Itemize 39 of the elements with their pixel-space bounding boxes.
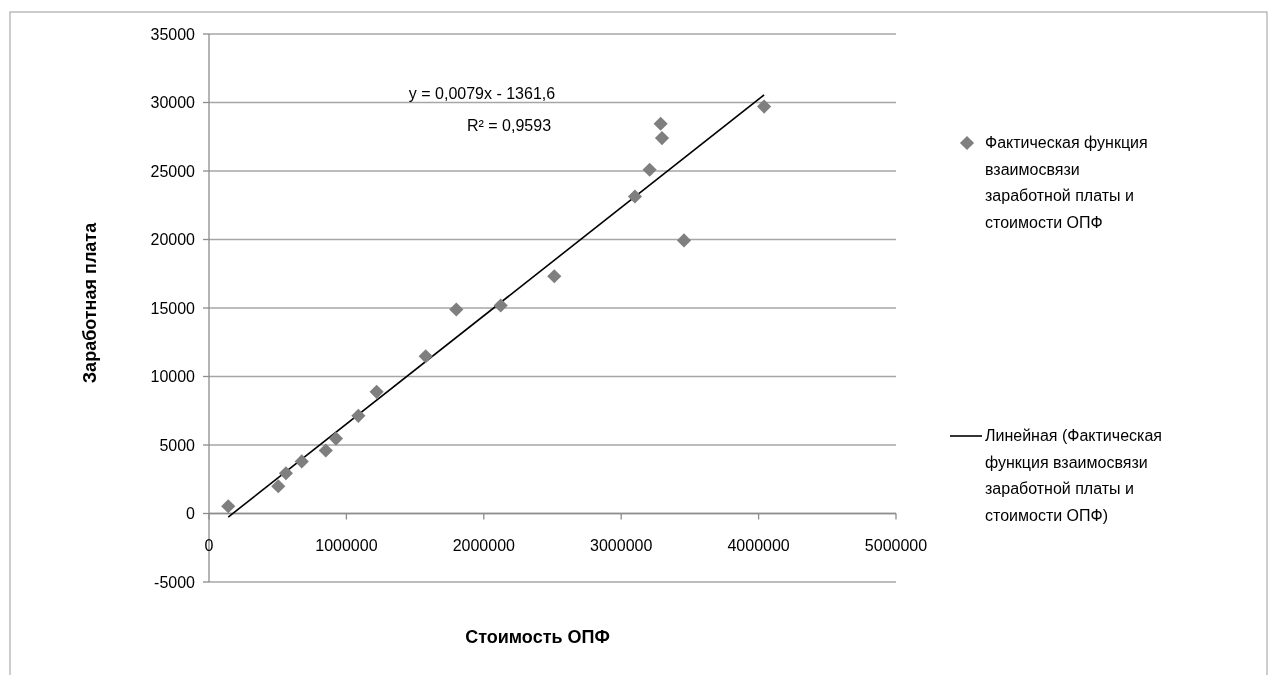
point [271,479,286,494]
y-tick-label: 30000 [150,94,196,112]
x-tick-label: 3000000 [590,536,653,554]
x-tick-label: 5000000 [864,536,928,554]
legend-label: Фактическая функция взаимосвязи заработной платы и стоимости ОПФ [985,134,1148,231]
y-tick-label: 10000 [150,368,196,386]
y-axis-title: Заработная плата [80,221,100,384]
y-tick-label: 0 [186,505,196,523]
point [351,408,366,423]
point [757,99,772,114]
annotation: R² = 0,9593 [466,117,552,134]
point [676,233,692,248]
point [294,454,309,469]
point [278,466,294,481]
y-tick-label: 35000 [150,25,196,43]
y-tick-label: 5000 [159,436,196,454]
y-tick-label: 25000 [150,162,196,180]
point [653,116,668,131]
y-tick-label: 15000 [150,299,196,317]
x-tick-label: 2000000 [452,536,516,554]
x-tick-label: 0 [204,536,214,554]
point [627,189,643,204]
point [328,431,344,446]
legend-label: Линейная (Фактическая функция взаимосвязи заработной платы и стоимости ОПФ) [985,427,1162,524]
point [654,131,670,146]
point [221,499,236,514]
point [449,302,464,317]
x-tick-label: 4000000 [727,536,790,554]
x-tick-label: 1000000 [315,536,378,554]
point [493,298,508,313]
x-axis-title: Стоимость ОПФ [465,627,610,647]
y-tick-label: 20000 [150,231,196,249]
point [642,162,657,177]
annotation: y = 0,0079x - 1361,6 [408,85,556,102]
point [547,269,562,284]
point [418,349,433,364]
point [318,443,333,458]
y-tick-label: -5000 [154,573,196,591]
point [369,384,384,399]
